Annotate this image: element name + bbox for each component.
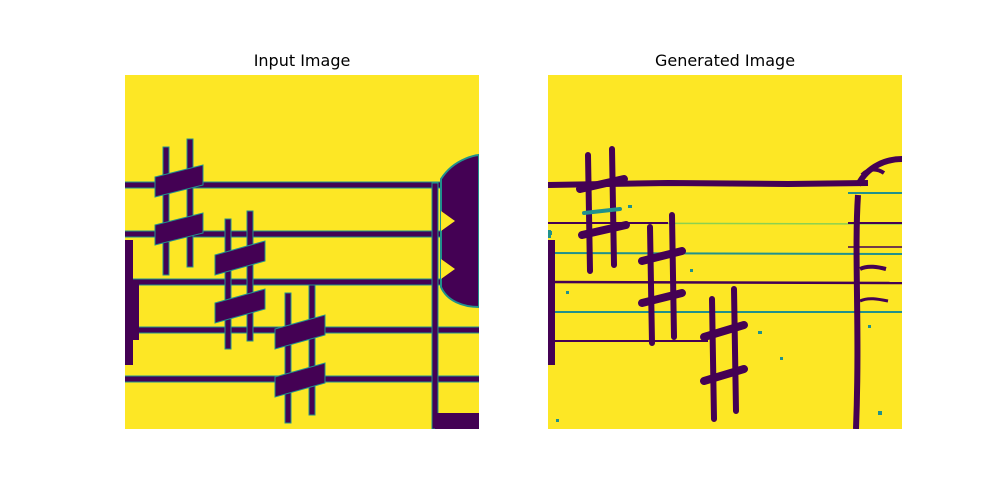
input-bottom-block — [435, 413, 479, 429]
generated-image-panel — [548, 75, 902, 429]
generated-image-title: Generated Image — [654, 51, 796, 70]
generated-barline — [853, 156, 902, 429]
input-image-panel — [125, 75, 479, 429]
generated-left-edge-mark — [548, 230, 555, 365]
input-image — [125, 75, 479, 429]
generated-noise-speckles — [548, 205, 882, 422]
generated-sharp-1 — [576, 146, 630, 274]
input-sharp-1 — [154, 138, 204, 276]
generated-image — [548, 75, 902, 429]
input-sharp-2 — [214, 210, 266, 350]
generated-background — [548, 75, 902, 429]
input-barline — [431, 182, 439, 429]
input-left-edge-mark — [125, 240, 139, 365]
generated-sharp-3 — [700, 286, 748, 422]
input-sharp-3 — [274, 284, 326, 424]
input-notehead — [440, 153, 479, 309]
input-image-title: Input Image — [253, 51, 351, 70]
generated-sharp-2 — [638, 212, 686, 346]
